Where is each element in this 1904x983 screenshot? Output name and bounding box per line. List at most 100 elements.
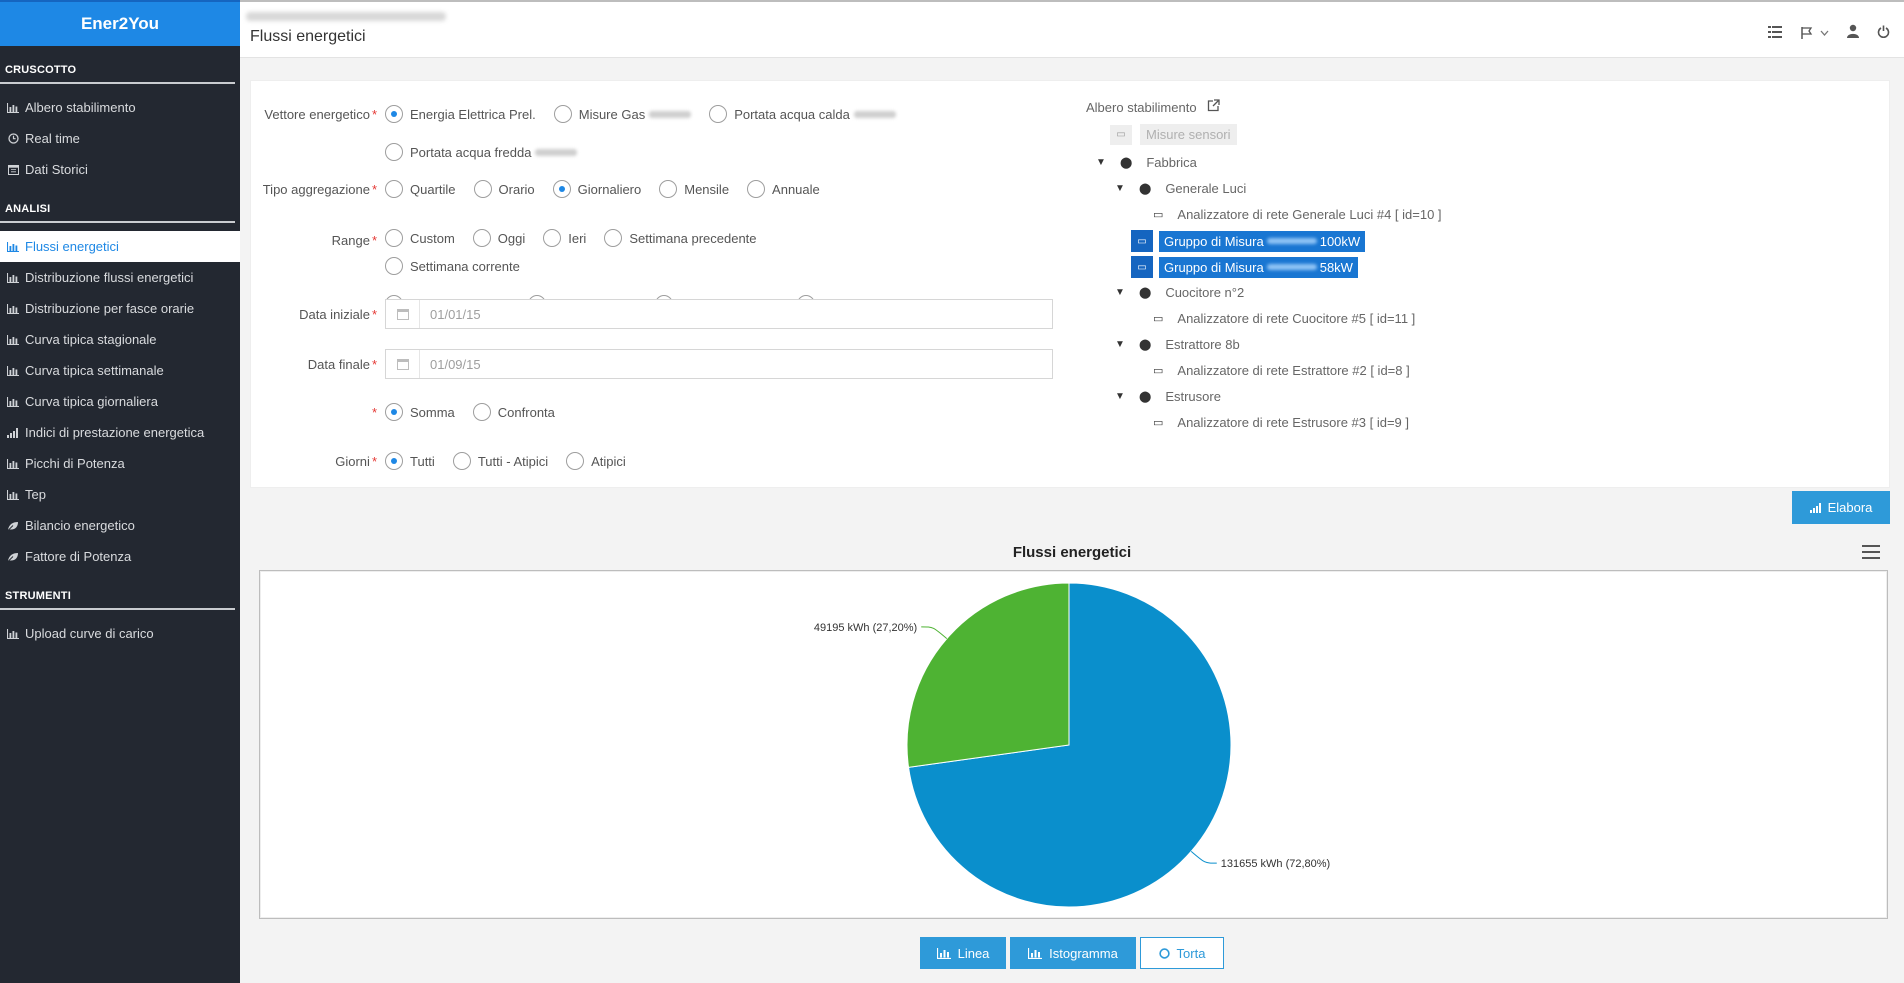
tree-leaf-analizzatore-estrattore[interactable]: ▭ Analizzatore di rete Estrattore #2 [ i… [1153, 363, 1410, 378]
caret-down-icon[interactable]: ▼ [1115, 339, 1125, 350]
sidebar-item-distribuzione-per-fasce-orarie[interactable]: Distribuzione per fasce orarie [0, 293, 240, 324]
sidebar-item-bilancio-energetico[interactable]: Bilancio energetico [0, 510, 240, 541]
vettore-option-portata-acqua-fredda[interactable]: Portata acqua fredda [385, 143, 578, 161]
tree-node-cuocitore[interactable]: ▼ ⬤ Cuocitore n°2 [1115, 285, 1245, 300]
range-option-oggi[interactable]: Oggi [472, 229, 525, 247]
chart-bar-icon [6, 396, 20, 408]
sidebar-item-picchi-di-potenza[interactable]: Picchi di Potenza [0, 448, 240, 479]
sidebar-item-flussi-energetici[interactable]: Flussi energetici [0, 231, 240, 262]
radio-button[interactable] [385, 403, 403, 421]
tree-node-fabbrica[interactable]: ▼ ⬤ Fabbrica [1096, 155, 1197, 170]
sidebar-item-curva-tipica-stagionale[interactable]: Curva tipica stagionale [0, 324, 240, 355]
radio-button[interactable] [747, 180, 766, 198]
sidebar-item-upload-curve-di-carico[interactable]: Upload curve di carico [0, 618, 240, 649]
radio-button[interactable] [385, 180, 403, 198]
pie-slice-1[interactable] [906, 582, 1070, 768]
vettore-option-energia-elettrica-prel[interactable]: Energia Elettrica Prel. [385, 105, 536, 123]
power-icon[interactable] [1877, 25, 1890, 41]
sidebar-item-fattore-di-potenza[interactable]: Fattore di Potenza [0, 541, 240, 572]
linea-button[interactable]: Linea [920, 937, 1006, 969]
external-link-icon[interactable] [1207, 99, 1220, 115]
sidebar-item-dati-storici[interactable]: Dati Storici [0, 154, 240, 185]
radio-button[interactable] [385, 257, 403, 275]
flag-icon[interactable] [1800, 26, 1829, 40]
data-finale-input[interactable] [420, 356, 1020, 372]
data-iniziale-input[interactable] [420, 306, 1020, 322]
list-icon[interactable] [1768, 25, 1782, 41]
sidebar-item-curva-tipica-settimanale[interactable]: Curva tipica settimanale [0, 355, 240, 386]
radio-button[interactable] [659, 180, 678, 198]
tipo-option-mensile[interactable]: Mensile [659, 180, 729, 198]
sidebar-item-label: Real time [25, 131, 80, 146]
sidebar-item-distribuzione-flussi-energetici[interactable]: Distribuzione flussi energetici [0, 262, 240, 293]
tree-leaf-analizzatore-luci[interactable]: ▭ Analizzatore di rete Generale Luci #4 … [1153, 207, 1442, 222]
brand-logo[interactable]: Ener2You [0, 0, 240, 46]
range-option-settimana-corrente[interactable]: Settimana corrente [385, 257, 520, 275]
radio-button[interactable] [552, 180, 571, 198]
tree-node-generale-luci[interactable]: ▼ ⬤ Generale Luci [1115, 181, 1247, 196]
radio-button[interactable] [385, 143, 403, 161]
tree-leaf-gruppo-100kw[interactable]: ▭ Gruppo di Misura 100kW [1131, 230, 1366, 252]
modo-option-confronta[interactable]: Confronta [472, 403, 555, 421]
radio-button[interactable] [543, 229, 562, 247]
caret-down-icon[interactable]: ▼ [1096, 157, 1106, 168]
signal-icon [6, 427, 20, 439]
chart-bar-icon [6, 241, 20, 253]
radio-button[interactable] [472, 403, 491, 421]
inbox-icon: ▭ [1153, 313, 1164, 325]
pie-connector-0 [1190, 850, 1217, 864]
pie-slice-0[interactable] [907, 582, 1232, 908]
elabora-button[interactable]: Elabora [1792, 491, 1890, 524]
giorni-option-tutti-atipici[interactable]: Tutti - Atipici [452, 452, 548, 470]
torta-button[interactable]: Torta [1140, 937, 1224, 969]
sidebar-section-strumenti: STRUMENTI [0, 572, 235, 610]
tree-leaf-analizzatore-cuocitore[interactable]: ▭ Analizzatore di rete Cuocitore #5 [ id… [1153, 311, 1416, 326]
chart-bar-icon [6, 628, 20, 640]
giorni-option-tutti[interactable]: Tutti [385, 452, 435, 470]
data-finale-field[interactable] [385, 349, 1053, 379]
vettore-option-misure-gas[interactable]: Misure Gas [553, 105, 692, 123]
chart-menu-icon[interactable] [1862, 545, 1880, 559]
user-icon[interactable] [1847, 24, 1859, 41]
sidebar-item-curva-tipica-giornaliera[interactable]: Curva tipica giornaliera [0, 386, 240, 417]
range-option-settimana-precedente[interactable]: Settimana precedente [604, 229, 757, 247]
chart-bar-icon [1028, 947, 1043, 959]
tree-leaf-analizzatore-estrusore[interactable]: ▭ Analizzatore di rete Estrusore #3 [ id… [1153, 415, 1410, 430]
sidebar-sections: CRUSCOTTO Albero stabilimento Real time Dat… [0, 46, 240, 649]
radio-button[interactable] [452, 452, 471, 470]
radio-button[interactable] [709, 105, 728, 123]
sidebar-item-albero-stabilimento[interactable]: Albero stabilimento [0, 92, 240, 123]
sensors-button[interactable]: ▭ Misure sensori [1110, 124, 1237, 145]
giorni-option-atipici[interactable]: Atipici [566, 452, 626, 470]
tipo-option-giornaliero[interactable]: Giornaliero [552, 180, 641, 198]
tipo-option-quartile[interactable]: Quartile [385, 180, 456, 198]
radio-button[interactable] [553, 105, 572, 123]
range-option-custom[interactable]: Custom [385, 229, 455, 247]
radio-button[interactable] [604, 229, 623, 247]
istogramma-button[interactable]: Istogramma [1010, 937, 1136, 969]
radio-button[interactable] [385, 452, 403, 470]
range-option-ieri[interactable]: Ieri [543, 229, 586, 247]
radio-button[interactable] [385, 229, 403, 247]
caret-down-icon[interactable]: ▼ [1115, 391, 1125, 402]
sidebar-item-tep[interactable]: Tep [0, 479, 240, 510]
tree-node-estrusore[interactable]: ▼ ⬤ Estrusore [1115, 389, 1221, 404]
radio-button[interactable] [385, 105, 403, 123]
tree-leaf-gruppo-58kw[interactable]: ▭ Gruppo di Misura 58kW [1131, 256, 1358, 278]
leaf-icon [6, 520, 20, 532]
sidebar-item-real-time[interactable]: Real time [0, 123, 240, 154]
radio-button[interactable] [566, 452, 585, 470]
vettore-option-portata-acqua-calda[interactable]: Portata acqua calda [709, 105, 896, 123]
sidebar-item-label: Curva tipica settimanale [25, 363, 164, 378]
sidebar-item-indici-di-prestazione-energetica[interactable]: Indici di prestazione energetica [0, 417, 240, 448]
radio-button[interactable] [472, 229, 491, 247]
tipo-option-annuale[interactable]: Annuale [747, 180, 820, 198]
tree-node-estrattore[interactable]: ▼ ⬤ Estrattore 8b [1115, 337, 1240, 352]
modo-option-somma[interactable]: Somma [385, 403, 455, 421]
tipo-option-orario[interactable]: Orario [473, 180, 535, 198]
caret-down-icon[interactable]: ▼ [1115, 287, 1125, 298]
data-iniziale-field[interactable] [385, 299, 1053, 329]
sidebar: Ener2You CRUSCOTTO Albero stabilimento Rea… [0, 0, 240, 983]
radio-button[interactable] [473, 180, 492, 198]
caret-down-icon[interactable]: ▼ [1115, 183, 1125, 194]
